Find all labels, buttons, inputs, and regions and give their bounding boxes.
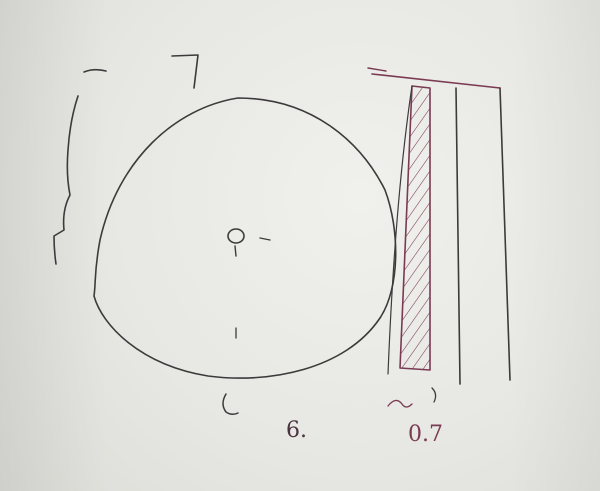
column-width-label: 0.7	[408, 422, 443, 447]
slab-top-line	[371, 73, 501, 89]
hatched-column	[399, 85, 431, 371]
bottom-hook-mark	[222, 393, 239, 416]
right-strip-left-edge	[455, 87, 461, 385]
top-corner-mark	[171, 54, 199, 89]
center-tick	[234, 245, 237, 257]
slab-top-short-mark	[367, 67, 387, 72]
column-base-squiggle	[387, 399, 413, 408]
left-bracket	[53, 95, 79, 265]
bottom-length-label: 6.	[286, 418, 307, 443]
circle-outline	[93, 97, 397, 379]
center-point	[227, 228, 245, 244]
column-base-hook	[431, 387, 437, 403]
right-strip-right-edge	[499, 87, 511, 381]
center-dash	[259, 237, 271, 241]
slab-left-edge	[387, 85, 413, 375]
top-left-dash	[83, 68, 107, 73]
